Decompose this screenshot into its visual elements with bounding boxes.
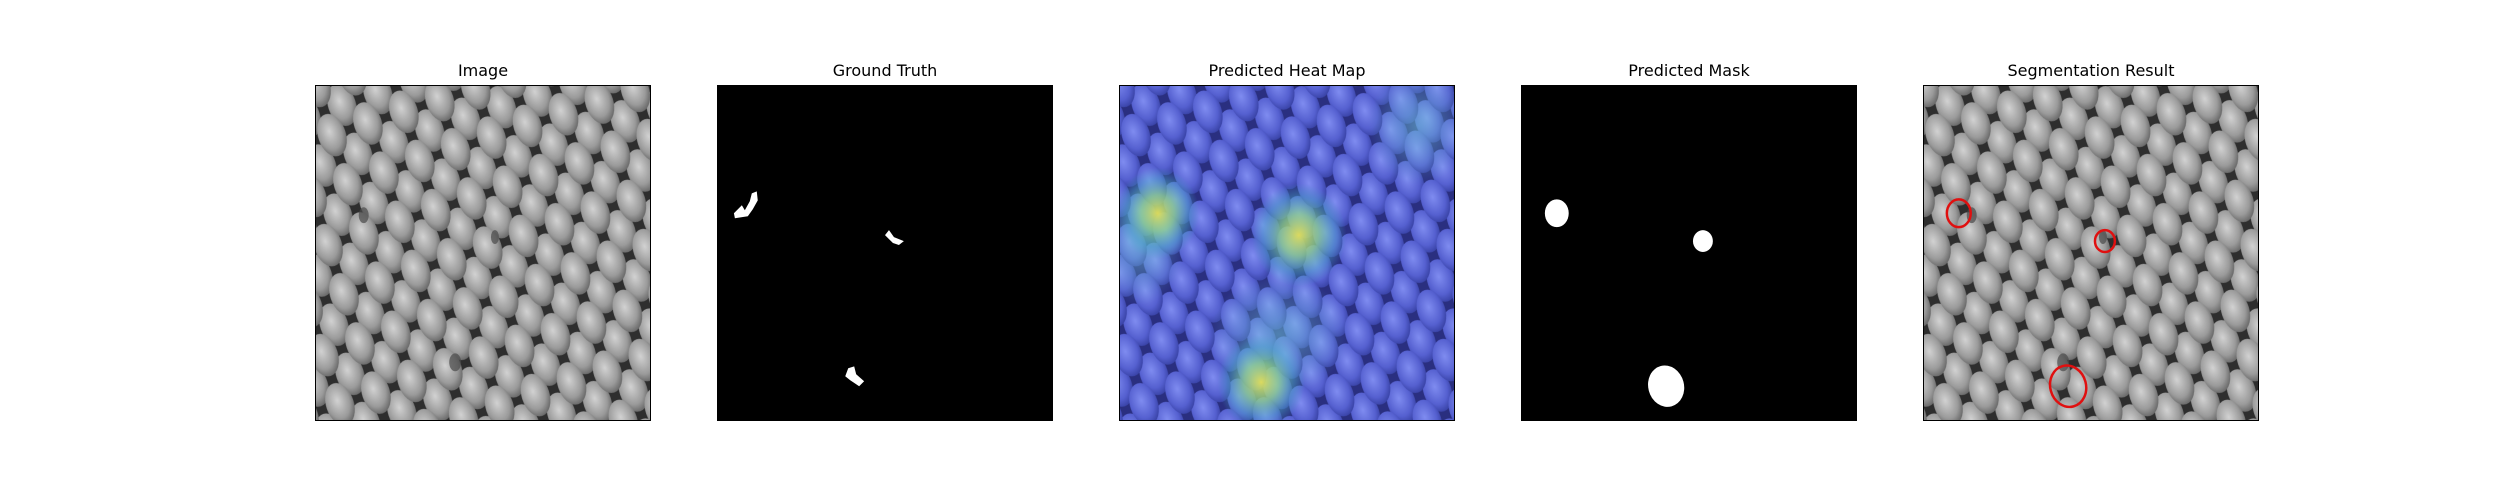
mask-blob xyxy=(1648,365,1685,407)
contour-circle xyxy=(1945,198,1972,229)
defect-spot xyxy=(449,353,462,372)
input-image xyxy=(315,85,651,421)
panel-title: Segmentation Result xyxy=(2007,61,2175,80)
predicted-mask-image xyxy=(1521,85,1857,421)
mask-blob xyxy=(1544,199,1569,228)
panel-title: Predicted Mask xyxy=(1628,61,1750,80)
panel-title: Image xyxy=(457,61,509,80)
heat-hotspot xyxy=(1251,183,1347,287)
contour-circle xyxy=(2048,364,2088,409)
contour-circle xyxy=(2093,228,2117,254)
heat-hotspot xyxy=(1120,167,1200,259)
mask-blob xyxy=(1692,230,1713,253)
panel-title: Predicted Heat Map xyxy=(1208,61,1366,80)
heat-hotspot xyxy=(1217,334,1305,420)
gt-blob xyxy=(885,230,904,246)
ground-truth-mask xyxy=(717,85,1053,421)
defect-spot xyxy=(358,207,369,224)
gt-blob xyxy=(845,366,865,387)
panel-title: Ground Truth xyxy=(832,61,938,80)
defect-spot xyxy=(490,230,499,245)
segmentation-result-image xyxy=(1923,85,2259,421)
heat-map-image xyxy=(1119,85,1455,421)
gt-blob xyxy=(733,191,758,219)
